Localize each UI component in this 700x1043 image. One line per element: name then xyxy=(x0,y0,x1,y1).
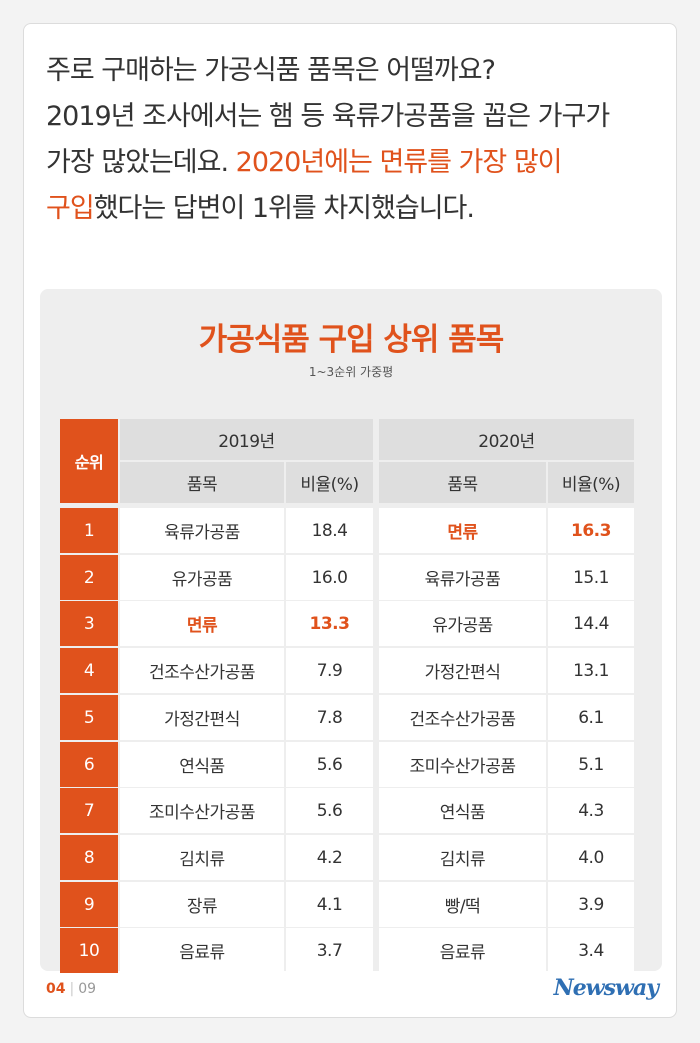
intro-line-1: 주로 구매하는 가공식품 품목은 어떨까요? xyxy=(46,55,496,86)
item-2020-cell: 김치류 xyxy=(379,835,546,880)
item-2019-cell: 연식품 xyxy=(120,742,284,787)
rank-cell: 3 xyxy=(60,601,118,646)
item-2020-cell: 가정간편식 xyxy=(379,648,546,693)
ratio-2019-cell: 5.6 xyxy=(286,742,373,787)
newsway-logo: Newsway xyxy=(553,975,659,1001)
item-2020-cell: 건조수산가공품 xyxy=(379,695,546,740)
ratio-2019-cell: 13.3 xyxy=(286,601,373,646)
intro-line-4-plain: 했다는 답변이 1위를 차지했습니다. xyxy=(93,193,475,224)
item-2020-cell: 면류 xyxy=(379,508,546,553)
rank-cell: 6 xyxy=(60,742,118,787)
ratio-2019-cell: 4.1 xyxy=(286,882,373,927)
item-2019-cell: 음료류 xyxy=(120,928,284,973)
ratio-2019-cell: 3.7 xyxy=(286,928,373,973)
item-2019-cell: 건조수산가공품 xyxy=(120,648,284,693)
ratio-2020-cell: 15.1 xyxy=(548,555,634,600)
rank-cell: 5 xyxy=(60,695,118,740)
item-2020-cell: 육류가공품 xyxy=(379,555,546,600)
intro-line-3: 가장 많았는데요. 2020년에는 면류를 가장 많이 xyxy=(46,140,656,186)
ratio-2019-cell: 16.0 xyxy=(286,555,373,600)
page-separator: | xyxy=(69,981,75,997)
ratio-2020-cell: 14.4 xyxy=(548,601,634,646)
item-2019-cell: 면류 xyxy=(120,601,284,646)
ratio-2019-cell: 18.4 xyxy=(286,508,373,553)
intro-text: 주로 구매하는 가공식품 품목은 어떨까요? 2019년 조사에서는 햄 등 육… xyxy=(46,48,656,232)
table-panel: 가공식품 구입 상위 품목 1~3순위 가중평 순위 2019년 2020년 품목 비율… xyxy=(40,289,662,973)
item-2019-cell: 장류 xyxy=(120,882,284,927)
item-2020-cell: 빵/떡 xyxy=(379,882,546,927)
item-2019-cell: 유가공품 xyxy=(120,555,284,600)
item-2020-cell: 음료류 xyxy=(379,928,546,973)
intro-line-4: 구입했다는 답변이 1위를 차지했습니다. xyxy=(46,186,656,232)
item-2019-cell: 김치류 xyxy=(120,835,284,880)
year-2019-header: 2019년 xyxy=(120,419,373,460)
rank-cell: 4 xyxy=(60,648,118,693)
item-header-2019: 품목 xyxy=(120,462,284,503)
item-header-2020: 품목 xyxy=(379,462,546,503)
intro-line-2: 2019년 조사에서는 햄 등 육류가공품을 꼽은 가구가 xyxy=(46,101,610,132)
ratio-2020-cell: 4.3 xyxy=(548,788,634,833)
ratio-2020-cell: 5.1 xyxy=(548,742,634,787)
page-indicator: 04 | 09 xyxy=(46,981,96,997)
table-subtitle: 1~3순위 가중평 xyxy=(308,365,394,379)
table-title: 가공식품 구입 상위 품목 xyxy=(198,322,505,358)
rank-cell: 9 xyxy=(60,882,118,927)
content-card: 주로 구매하는 가공식품 품목은 어떨까요? 2019년 조사에서는 햄 등 육… xyxy=(23,23,677,1018)
ratio-2020-cell: 3.4 xyxy=(548,928,634,973)
ratio-2019-cell: 7.9 xyxy=(286,648,373,693)
item-2020-cell: 유가공품 xyxy=(379,601,546,646)
ratio-2019-cell: 7.8 xyxy=(286,695,373,740)
ratio-2020-cell: 4.0 xyxy=(548,835,634,880)
ratio-2019-cell: 4.2 xyxy=(286,835,373,880)
intro-line-3-plain: 가장 많았는데요. xyxy=(46,147,236,178)
rank-cell: 8 xyxy=(60,835,118,880)
item-2019-cell: 육류가공품 xyxy=(120,508,284,553)
item-2019-cell: 가정간편식 xyxy=(120,695,284,740)
item-2019-cell: 조미수산가공품 xyxy=(120,788,284,833)
rank-header: 순위 xyxy=(60,419,118,503)
ratio-2020-cell: 16.3 xyxy=(548,508,634,553)
page-current: 04 xyxy=(46,981,66,997)
ratio-2019-cell: 5.6 xyxy=(286,788,373,833)
rank-cell: 1 xyxy=(60,508,118,553)
ratio-2020-cell: 6.1 xyxy=(548,695,634,740)
ratio-2020-cell: 3.9 xyxy=(548,882,634,927)
rank-cell: 2 xyxy=(60,555,118,600)
rank-cell: 7 xyxy=(60,788,118,833)
ratio-2020-cell: 13.1 xyxy=(548,648,634,693)
year-2020-header: 2020년 xyxy=(379,419,634,460)
ratio-header-2020: 비율(%) xyxy=(548,462,634,503)
page-total: 09 xyxy=(78,981,97,997)
item-2020-cell: 연식품 xyxy=(379,788,546,833)
intro-line-3-highlight: 2020년에는 면류를 가장 많이 xyxy=(235,147,563,178)
rank-cell: 10 xyxy=(60,928,118,973)
ratio-header-2019: 비율(%) xyxy=(286,462,373,503)
item-2020-cell: 조미수산가공품 xyxy=(379,742,546,787)
intro-line-4-highlight: 구입 xyxy=(46,193,95,224)
